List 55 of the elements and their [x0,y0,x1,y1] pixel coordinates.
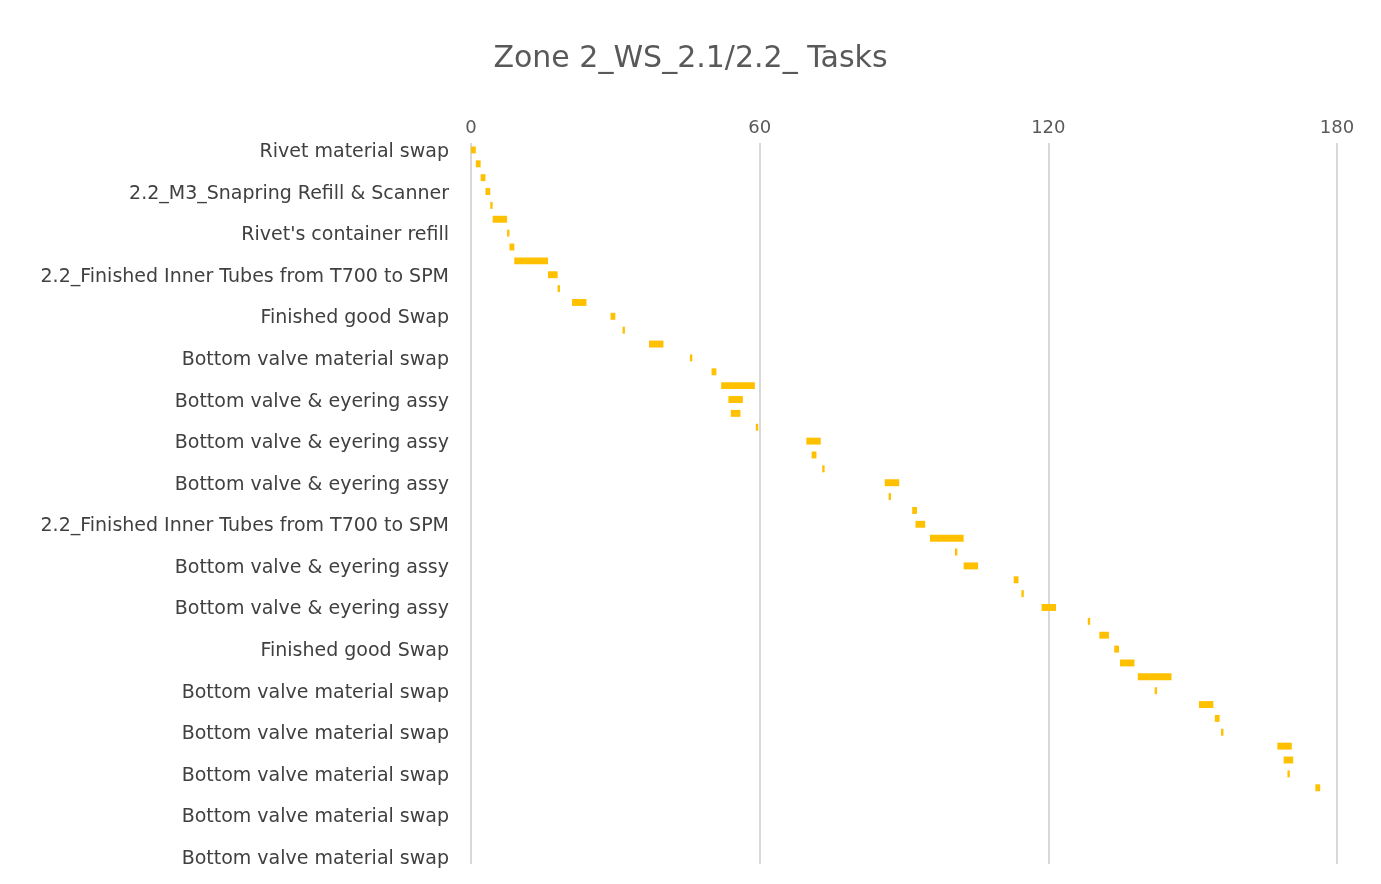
y-tick-label: Bottom valve material swap [181,804,449,827]
bar [1287,770,1290,778]
y-tick-label: Bottom valve & eyering assy [174,554,449,577]
bar [547,271,558,279]
bar [730,409,741,417]
bar [963,562,979,570]
y-tick-label: Bottom valve material swap [181,346,449,369]
bar [721,382,755,390]
bar [485,188,491,195]
bar [1120,659,1135,667]
x-tick-label: 60 [748,115,772,137]
bar [915,520,926,528]
x-tick-label: 0 [465,115,477,137]
bar [572,298,587,306]
bar [471,146,476,154]
bar [1315,784,1321,792]
y-tick-label: 2.2_Finished Inner Tubes from T700 to SPM [40,513,449,537]
y-tick-label: Bottom valve material swap [181,762,449,785]
chart-title: Zone 2_WS_2.1/2.2_ Tasks [493,38,888,74]
bar [1198,701,1214,709]
bar [884,479,900,487]
bar [1214,714,1220,722]
y-tick-label: 2.2_M3_Snapring Refill & Scanner [129,180,450,204]
bar [1114,645,1120,653]
bar [728,396,743,403]
y-tick-label: Bottom valve & eyering assy [174,388,449,411]
y-tick-label: Bottom valve material swap [181,679,449,702]
bar [912,506,917,514]
y-tick-label: Bottom valve & eyering assy [174,430,449,453]
y-tick-label: Bottom valve material swap [181,846,449,869]
y-tick-label: Finished good Swap [260,305,449,328]
y-tick-label: 2.2_Finished Inner Tubes from T700 to SPM [40,263,449,287]
y-tick-label: Bottom valve & eyering assy [174,471,449,494]
bar [649,340,664,348]
x-tick-label: 120 [1031,115,1066,137]
bar [1021,590,1024,598]
y-tick-label: Bottom valve & eyering assy [174,596,449,619]
bar [490,201,493,209]
bar [806,437,821,445]
y-tick-label: Rivet material swap [259,138,449,161]
bar [475,160,481,168]
y-tick-label: Bottom valve material swap [181,721,449,744]
bar [514,257,548,265]
bar [509,243,515,251]
bar [492,215,508,223]
bar [1041,604,1057,611]
x-tick-label: 180 [1319,115,1355,137]
bar [1277,742,1292,750]
y-tick-label: Rivet's container refill [241,222,449,245]
bar [1099,631,1109,639]
bar [929,534,964,542]
bar [1137,673,1172,681]
bar [1013,576,1019,584]
bar [822,465,825,473]
y-tick-label: Finished good Swap [260,638,449,661]
